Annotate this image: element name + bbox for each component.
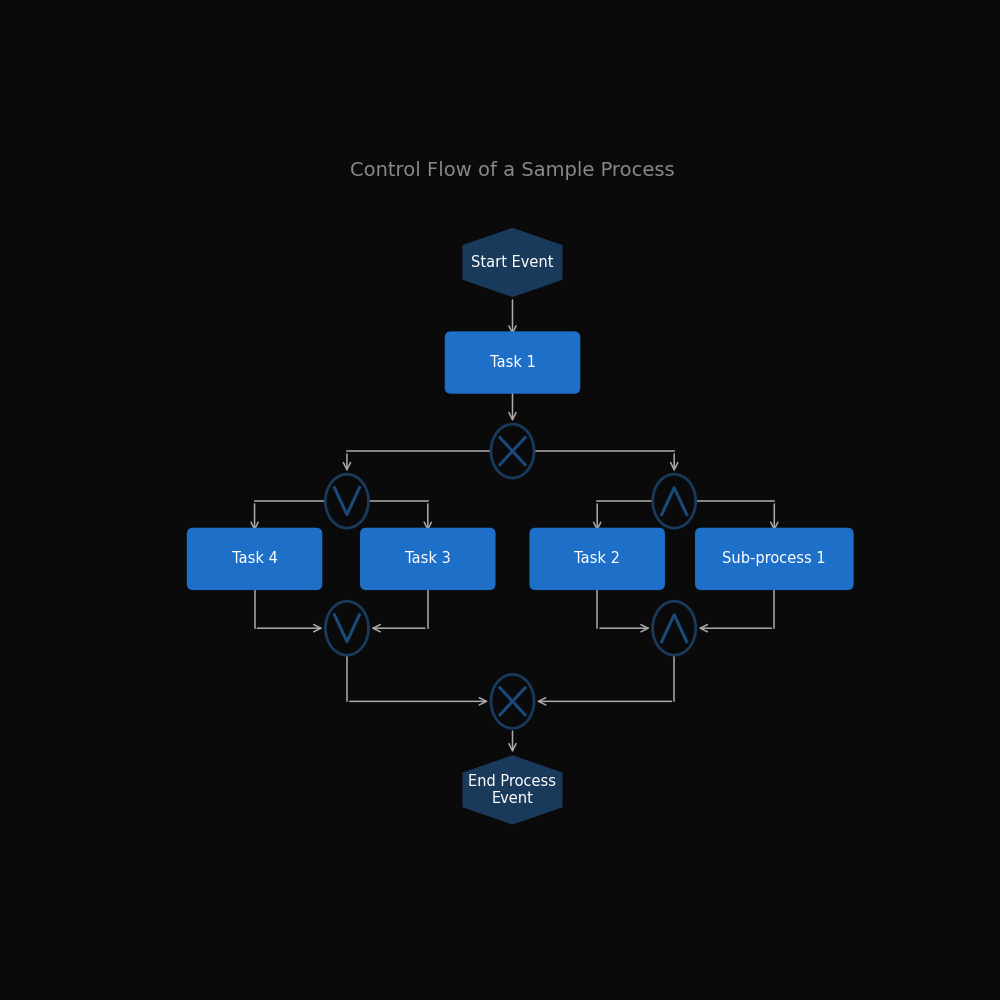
Text: End Process
Event: End Process Event — [468, 774, 556, 806]
Text: Sub-process 1: Sub-process 1 — [722, 551, 826, 566]
Polygon shape — [462, 228, 563, 297]
Ellipse shape — [653, 474, 696, 528]
FancyBboxPatch shape — [529, 528, 665, 590]
Ellipse shape — [491, 674, 534, 728]
Text: Control Flow of a Sample Process: Control Flow of a Sample Process — [350, 161, 675, 180]
Ellipse shape — [325, 474, 369, 528]
Polygon shape — [462, 755, 563, 825]
Ellipse shape — [491, 424, 534, 478]
FancyBboxPatch shape — [187, 528, 322, 590]
FancyBboxPatch shape — [695, 528, 854, 590]
Text: Task 2: Task 2 — [574, 551, 620, 566]
FancyBboxPatch shape — [445, 331, 580, 394]
Ellipse shape — [325, 601, 369, 655]
Ellipse shape — [653, 601, 696, 655]
FancyBboxPatch shape — [360, 528, 496, 590]
Text: Task 3: Task 3 — [405, 551, 451, 566]
Text: Task 4: Task 4 — [232, 551, 277, 566]
Text: Task 1: Task 1 — [490, 355, 535, 370]
Text: Start Event: Start Event — [471, 255, 554, 270]
